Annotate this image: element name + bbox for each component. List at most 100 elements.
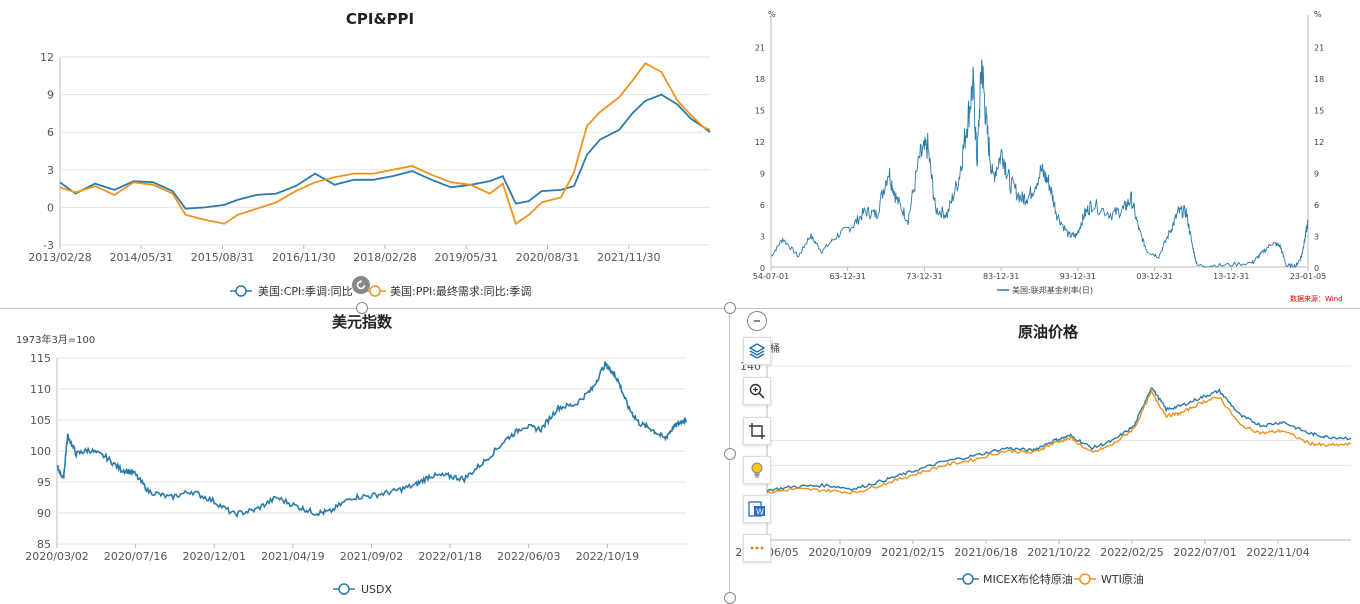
x-tick-label: 2022/07/01 (1173, 546, 1236, 559)
resize-handle-middle-right[interactable] (724, 448, 736, 460)
resize-handle-top-center[interactable] (356, 302, 368, 314)
rotate-handle-icon[interactable] (352, 276, 370, 294)
y-tick-label: 100 (30, 445, 51, 458)
x-tick-label: 2021/11/30 (597, 251, 660, 264)
x-tick-label: 2019/05/31 (435, 251, 498, 264)
x-tick-label: 2020/08/31 (516, 251, 579, 264)
y-tick-label: 3 (760, 233, 765, 242)
y-tick-label: 18 (755, 75, 765, 84)
x-tick-label: 2020/03/02 (25, 550, 88, 563)
x-tick-label: 2022/06/03 (497, 550, 560, 563)
fed-funds-chart: % % 0 0 3 3 6 6 9 9 12 12 15 15 18 18 21 21 54-07-01 63-… (753, 10, 1343, 303)
y-tick-label: 110 (30, 383, 51, 396)
x-tick-label: 2020/07/16 (104, 550, 167, 563)
cpi-legend-label: 美国:CPI:季调:同比 (258, 285, 353, 298)
x-tick-label: 2021/09/02 (340, 550, 403, 563)
x-tick-label: 2016/11/30 (272, 251, 335, 264)
y-tick-label-right: 9 (1314, 170, 1319, 179)
ppi-legend-marker (369, 285, 381, 297)
series-line-1 (59, 93, 711, 210)
usdx-chart: 美元指数 1973年3月=100 85 90 95 100 105 110 115 2020… (16, 313, 687, 596)
y-tick-label-right: 3 (1314, 233, 1319, 242)
fed-legend[interactable]: 美国:联邦基金利率(日) (997, 285, 1093, 295)
cpi-ppi-chart: CPI&PPI -3 0 3 6 9 12 2013/02/28 2014/05/31 201… (28, 10, 711, 298)
word-export-button[interactable]: W (743, 495, 771, 523)
crop-icon (749, 423, 765, 439)
series-line-2 (59, 62, 711, 226)
collapse-icon[interactable] (747, 311, 767, 331)
series-line-1 (766, 386, 1352, 492)
oil-chart-title: 原油价格 (1018, 323, 1079, 341)
series-line-2 (766, 389, 1352, 495)
series-line-1 (56, 361, 687, 519)
oil-ylabel-partial: 桶 (770, 342, 780, 355)
y-tick-label-right: 6 (1314, 201, 1319, 210)
usdx-legend[interactable]: USDX (333, 583, 393, 596)
ideas-button[interactable] (743, 456, 771, 484)
ppi-legend-label: 美国:PPI:最终需求:同比:季调 (390, 284, 531, 298)
x-tick-label: 2021/06/18 (954, 546, 1017, 559)
x-tick-label: 2020/10/09 (808, 546, 871, 559)
y-tick-label: 3 (47, 164, 54, 177)
x-tick-label: 2013/02/28 (28, 251, 91, 264)
y-tick-label-right: 0 (1314, 264, 1319, 273)
lightbulb-icon (751, 462, 763, 478)
resize-handle-top-right[interactable] (724, 302, 736, 314)
brent-legend-label: MICEX布伦特原油 (983, 572, 1073, 586)
y-tick-label-right: 12 (1314, 138, 1324, 147)
zoom-button[interactable] (743, 377, 771, 405)
y-tick-label: 90 (37, 507, 51, 520)
x-tick-label: 23-01-05 (1290, 272, 1326, 281)
fed-right-unit: % (1314, 10, 1322, 19)
usdx-chart-title: 美元指数 (332, 313, 393, 331)
x-tick-label: 73-12-31 (906, 272, 942, 281)
x-tick-label: 93-12-31 (1060, 272, 1096, 281)
y-tick-label: 12 (40, 51, 54, 64)
x-tick-label: 63-12-31 (830, 272, 866, 281)
wti-legend-label: WTI原油 (1101, 572, 1144, 586)
wind-source: 数据来源：Wind (1290, 294, 1343, 303)
x-tick-label: 54-07-01 (753, 272, 789, 281)
usdx-legend-marker (338, 583, 350, 595)
y-tick-label: 95 (37, 476, 51, 489)
y-tick-label-right: 15 (1314, 107, 1324, 116)
series-line-1 (770, 59, 1309, 269)
fed-legend-label: 美国:联邦基金利率(日) (1012, 285, 1093, 295)
x-tick-label: 2020/12/01 (183, 550, 246, 563)
y-tick-label: 12 (755, 138, 765, 147)
x-tick-label: 2021/04/19 (261, 550, 324, 563)
x-tick-label: 2021/02/15 (881, 546, 944, 559)
crop-button[interactable] (743, 417, 771, 445)
y-tick-label: 0 (760, 264, 765, 273)
y-tick-label: 9 (47, 89, 54, 102)
y-tick-label: -3 (43, 239, 54, 252)
y-tick-label: 6 (760, 201, 765, 210)
y-tick-label: 21 (755, 44, 765, 53)
more-button[interactable] (743, 534, 771, 562)
y-tick-label: 115 (30, 352, 51, 365)
cpi-legend-marker (235, 285, 247, 297)
zoom-in-icon (749, 383, 765, 399)
y-tick-label: 15 (755, 107, 765, 116)
resize-handle-bottom-right[interactable] (724, 592, 736, 604)
y-tick-label: 85 (37, 538, 51, 551)
x-tick-label: 2021/10/22 (1027, 546, 1090, 559)
x-tick-label: 2022/01/18 (418, 550, 481, 563)
cpi-legend[interactable]: 美国:CPI:季调:同比 美国:PPI:最终需求:同比:季调 (230, 284, 531, 298)
svg-text:W: W (756, 508, 764, 517)
oil-chart: 原油价格 桶 6080140 2020/06/052020/10/092021/… (735, 323, 1352, 586)
y-tick-label: 105 (30, 414, 51, 427)
layers-icon (748, 343, 766, 359)
usdx-subtitle: 1973年3月=100 (16, 333, 95, 346)
brent-legend-marker (962, 573, 974, 585)
x-tick-label: 03-12-31 (1136, 272, 1172, 281)
y-tick-label: 6 (47, 126, 54, 139)
x-tick-label: 13-12-31 (1213, 272, 1249, 281)
word-doc-icon: W (748, 501, 765, 517)
y-tick-label: 9 (760, 170, 765, 179)
layers-button[interactable] (743, 337, 771, 365)
oil-legend[interactable]: MICEX布伦特原油 WTI原油 (957, 572, 1144, 586)
x-tick-label: 2014/05/31 (110, 251, 173, 264)
y-tick-label-right: 21 (1314, 44, 1324, 53)
x-tick-label: 2022/10/19 (576, 550, 639, 563)
